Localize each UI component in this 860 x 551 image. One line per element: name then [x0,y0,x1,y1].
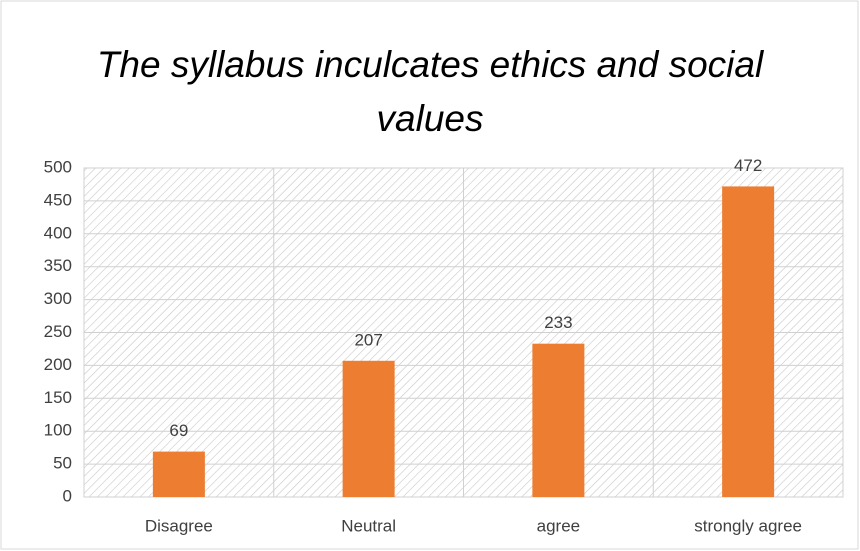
x-tick-label: agree [537,516,580,535]
data-label: 233 [544,313,572,332]
y-tick-label: 400 [44,223,72,242]
y-tick-label: 0 [63,486,72,505]
data-label: 69 [169,421,188,440]
bar [342,360,395,497]
y-tick-label: 200 [44,355,72,374]
bar [532,343,585,497]
x-tick-label: Disagree [145,516,213,535]
data-label: 472 [734,156,762,175]
y-tick-label: 500 [44,157,72,176]
y-tick-label: 450 [44,190,72,209]
y-tick-label: 350 [44,256,72,275]
y-tick-label: 100 [44,421,72,440]
bar [152,451,205,497]
y-tick-label: 250 [44,322,72,341]
bar [722,186,775,497]
y-tick-label: 300 [44,289,72,308]
x-tick-label: Neutral [341,516,396,535]
chart-title: The syllabus inculcates ethics and socia… [96,44,764,139]
y-tick-label: 150 [44,388,72,407]
data-label: 207 [354,330,382,349]
x-tick-label: strongly agree [694,516,802,535]
y-tick-label: 50 [53,454,72,473]
